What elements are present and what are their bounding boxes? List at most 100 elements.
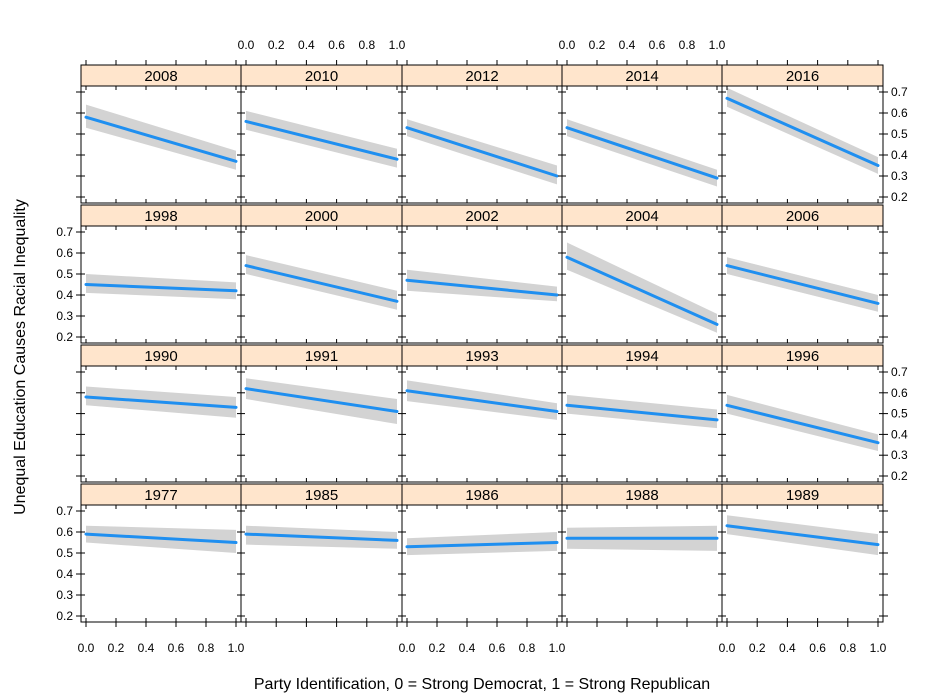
- strip-label-2002: 2002: [465, 208, 498, 225]
- y-tick-label: 0.2: [891, 190, 908, 204]
- fit-line-1985: [244, 532, 399, 542]
- fit-line-1989: [725, 524, 880, 547]
- y-tick-label: 0.2: [891, 469, 908, 483]
- strip-label-2008: 2008: [144, 68, 177, 85]
- strip-label-2010: 2010: [305, 68, 338, 85]
- y-tick-label: 0.6: [56, 246, 73, 260]
- x-tick-label: 0.8: [198, 641, 215, 655]
- y-tick-label: 0.5: [56, 546, 73, 560]
- x-tick-label: 1.0: [870, 641, 887, 655]
- x-tick-label: 0.6: [168, 641, 185, 655]
- y-tick-label: 0.6: [891, 386, 908, 400]
- y-tick-label: 0.7: [56, 225, 73, 239]
- x-tick-label: 0.6: [328, 38, 345, 52]
- panel-1988: 1988: [561, 483, 723, 627]
- x-tick-label: 0.4: [138, 641, 155, 655]
- fit-line-1993: [405, 389, 559, 414]
- fit-line-2014: [565, 126, 719, 180]
- panel-1989: 1989 0.0 0.2 0.4 0.6 0.8 1.0: [719, 483, 888, 655]
- fit-line-1990: [84, 395, 238, 409]
- strip-label-1996: 1996: [786, 348, 819, 365]
- fit-line-2000: [244, 264, 399, 303]
- panel-2012: 2012: [401, 60, 563, 204]
- strip-label-2006: 2006: [786, 208, 819, 225]
- panel-frame-1985: [240, 504, 403, 623]
- confidence-band-2008: [86, 104, 236, 170]
- x-tick-label: 0.2: [429, 641, 446, 655]
- panel-1985: 1985: [240, 483, 403, 627]
- fit-line-2010: [244, 119, 399, 161]
- y-tick-label: 0.3: [891, 169, 908, 183]
- fit-line-2012: [405, 126, 559, 178]
- panel-frame-1989: [721, 504, 884, 623]
- x-tick-label: 0.4: [619, 38, 636, 52]
- panel-1996: 1996 0.2 0.3 0.4 0.5 0.6 0.7: [721, 344, 908, 483]
- panel-2014: 2014 0.0 0.2 0.4 0.6 0.8 1.0: [559, 38, 726, 204]
- x-tick-label: 0.0: [238, 38, 255, 52]
- panel-1991: 1991: [240, 344, 403, 483]
- confidence-band-2004: [567, 242, 717, 333]
- fit-line-2004: [565, 255, 719, 326]
- panel-2008: 2008: [76, 60, 242, 204]
- x-tick-label: 1.0: [389, 38, 406, 52]
- y-tick-label: 0.2: [56, 609, 73, 623]
- fit-line-2016: [725, 96, 880, 167]
- panel-2000: 2000: [240, 204, 403, 344]
- panel-frame-2006: [721, 225, 884, 344]
- x-tick-label: 1.0: [709, 38, 726, 52]
- panel-1990: 1990: [76, 344, 242, 483]
- panel-2002: 2002: [401, 204, 563, 344]
- x-tick-label: 0.2: [589, 38, 606, 52]
- y-tick-label: 0.6: [56, 525, 73, 539]
- strip-label-1977: 1977: [144, 487, 177, 504]
- panel-2006: 2006: [721, 204, 888, 344]
- x-tick-label: 0.6: [489, 641, 506, 655]
- x-tick-label: 0.8: [519, 641, 536, 655]
- x-tick-label: 0.0: [719, 641, 736, 655]
- x-tick-label: 0.0: [78, 641, 95, 655]
- strip-label-1991: 1991: [305, 348, 338, 365]
- fit-line-1998: [84, 283, 238, 293]
- strip-label-1990: 1990: [144, 348, 177, 365]
- strip-label-1998: 1998: [144, 208, 177, 225]
- panel-frame-1990: [80, 365, 242, 483]
- panel-1993: 1993: [401, 344, 563, 483]
- x-tick-label: 0.8: [839, 641, 856, 655]
- strip-label-2000: 2000: [305, 208, 338, 225]
- x-tick-label: 0.2: [268, 38, 285, 52]
- panel-1994: 1994: [561, 344, 723, 483]
- x-tick-label: 0.4: [779, 641, 796, 655]
- panel-frame-1986: [401, 504, 563, 623]
- x-tick-label: 0.8: [679, 38, 696, 52]
- fit-line-2006: [725, 264, 880, 305]
- x-tick-label: 0.8: [358, 38, 375, 52]
- fit-line-2008: [84, 115, 238, 163]
- fit-line-1991: [244, 387, 399, 414]
- panel-frame-2016: [721, 85, 884, 204]
- y-tick-label: 0.4: [56, 288, 73, 302]
- strip-label-1988: 1988: [625, 487, 658, 504]
- strip-label-1993: 1993: [465, 348, 498, 365]
- y-tick-label: 0.3: [891, 448, 908, 462]
- confidence-band-2002: [407, 269, 557, 302]
- y-tick-label: 0.4: [891, 427, 908, 441]
- y-tick-label: 0.7: [56, 504, 73, 518]
- fit-line-2002: [405, 278, 559, 297]
- panels-layer: 2008 2010 0.0 0.2 0.4 0.6 0.8 1.0 2012 2014 0.0 0.2…: [56, 38, 908, 655]
- panel-frame-1996: [721, 365, 884, 483]
- strip-label-1994: 1994: [625, 348, 658, 365]
- strip-label-1989: 1989: [786, 487, 819, 504]
- panel-1998: 1998 0.2 0.3 0.4 0.5 0.6 0.7: [56, 204, 242, 344]
- x-tick-label: 0.6: [809, 641, 826, 655]
- strip-label-1985: 1985: [305, 487, 338, 504]
- x-tick-label: 0.0: [399, 641, 416, 655]
- x-tick-label: 0.4: [459, 641, 476, 655]
- y-tick-label: 0.4: [56, 567, 73, 581]
- strip-label-2016: 2016: [786, 68, 819, 85]
- y-tick-label: 0.5: [891, 127, 908, 141]
- x-tick-label: 0.2: [749, 641, 766, 655]
- x-tick-label: 1.0: [228, 641, 245, 655]
- panel-2016: 2016 0.2 0.3 0.4 0.5 0.6 0.7: [721, 60, 908, 204]
- y-tick-label: 0.4: [891, 148, 908, 162]
